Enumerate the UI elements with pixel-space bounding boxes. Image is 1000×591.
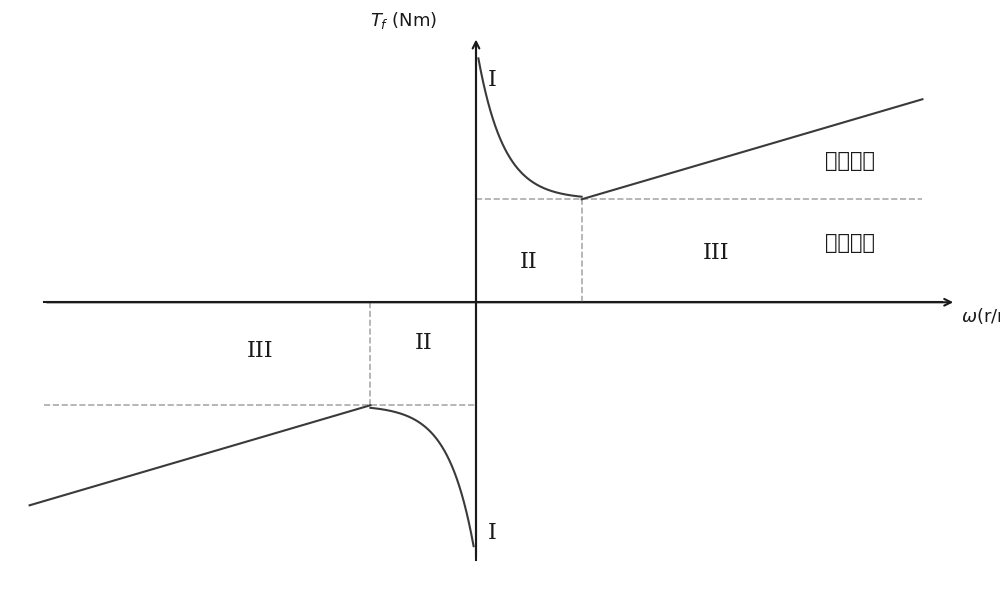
Text: 库仓摩擦: 库仓摩擦 [825, 233, 875, 253]
Text: 粘滩摩擦: 粘滩摩擦 [825, 151, 875, 171]
Text: III: III [703, 242, 729, 265]
Text: $T_f$ (Nm): $T_f$ (Nm) [370, 10, 438, 31]
Text: II: II [414, 332, 432, 354]
Text: I: I [488, 69, 497, 91]
Text: I: I [488, 522, 497, 544]
Text: $\omega$(r/min): $\omega$(r/min) [961, 306, 1000, 326]
Text: III: III [247, 340, 273, 362]
Text: II: II [520, 251, 538, 272]
